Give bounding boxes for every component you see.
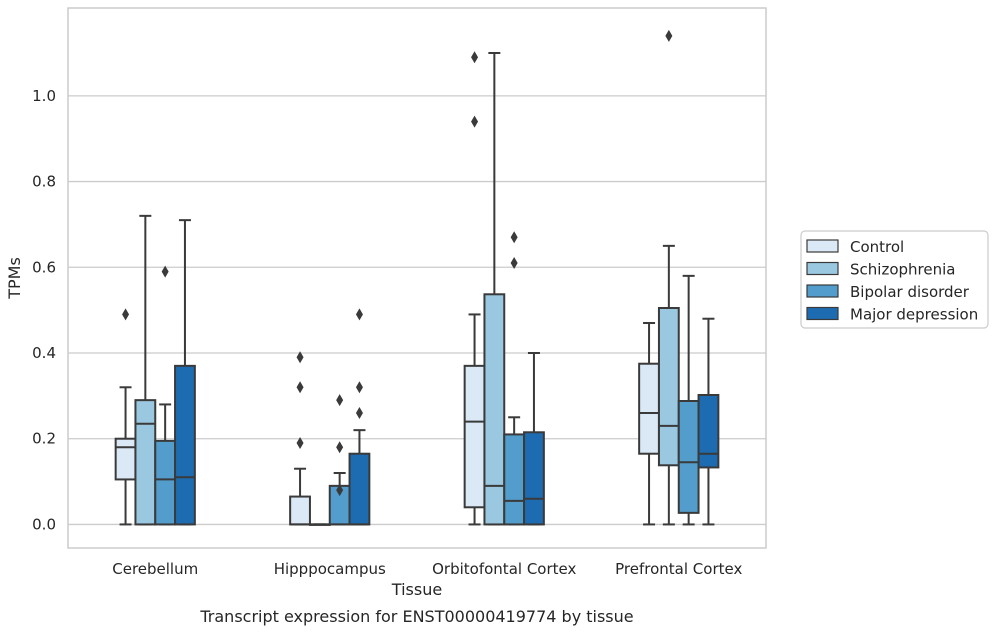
outlier-point (296, 381, 304, 394)
outlier-point (471, 51, 479, 64)
x-tick-label: Prefrontal Cortex (615, 560, 742, 578)
box-schizophrenia (134, 214, 157, 526)
x-tick-label: Cerebellum (112, 560, 198, 578)
y-tick-label: 1.0 (32, 87, 56, 105)
outlier-point (510, 231, 518, 244)
box-bipolar-disorder (503, 231, 526, 526)
box-body (134, 399, 157, 526)
y-axis-label: TPMs (5, 257, 24, 300)
box-bipolar-disorder (328, 394, 351, 526)
outlier-point (296, 351, 304, 364)
legend-label: Schizophrenia (850, 261, 955, 279)
box-control (463, 51, 486, 526)
outlier-point (296, 437, 304, 449)
box-body (657, 307, 680, 467)
outlier-point (336, 484, 344, 497)
y-tick-label: 0.0 (32, 515, 56, 533)
x-axis-ticks: Cerebellum Hipppocampus Orbitofontal Corte… (112, 560, 742, 578)
box-body (523, 431, 545, 526)
box-plot-series (114, 29, 720, 526)
box-body (348, 452, 371, 526)
box-schizophrenia (308, 523, 331, 526)
outlier-point (355, 308, 363, 321)
chart-title: Transcript expression for ENST0000041977… (199, 607, 633, 626)
legend-frame (800, 230, 989, 329)
legend-label: Major depression (850, 306, 978, 324)
plot-area-frame (67, 7, 767, 549)
outlier-point (161, 265, 169, 278)
legend-label: Bipolar disorder (850, 283, 970, 301)
box-major-depression (697, 317, 720, 526)
y-tick-label: 0.8 (32, 173, 56, 191)
box-bipolar-disorder (154, 265, 177, 526)
outlier-point (355, 381, 363, 394)
outlier-point (122, 308, 130, 321)
box-body (114, 437, 137, 481)
outlier-point (355, 407, 363, 419)
box-body (174, 364, 196, 526)
outlier-point (665, 29, 673, 42)
x-axis-label: Tissue (391, 580, 442, 599)
box-major-depression (348, 308, 371, 526)
box-major-depression (174, 219, 196, 526)
box-major-depression (523, 352, 545, 526)
y-axis-ticks: 0.0 0.2 0.4 0.6 0.8 1.0 (32, 87, 56, 534)
x-tick-label: Hipppocampus (274, 560, 386, 578)
box-body (503, 433, 526, 526)
x-tick-label: Orbitofontal Cortex (432, 560, 576, 578)
legend-swatch (806, 284, 839, 298)
box-body (289, 495, 311, 526)
box-body (483, 293, 506, 526)
box-body (463, 364, 486, 509)
legend-swatch (806, 261, 839, 276)
outlier-point (510, 257, 518, 269)
outlier-point (336, 394, 344, 407)
outlier-point (336, 441, 344, 454)
outlier-point (471, 115, 479, 128)
box-bipolar-disorder (677, 274, 700, 526)
legend: Control Schizophrenia Bipolar disorder Majo… (800, 230, 989, 329)
box-body (638, 362, 660, 455)
y-tick-label: 0.2 (32, 430, 56, 448)
legend-label: Control (850, 238, 904, 256)
y-tick-label: 0.6 (32, 258, 56, 276)
box-schizophrenia (657, 29, 680, 526)
legend-swatch (806, 306, 839, 321)
box-body (697, 394, 720, 469)
legend-swatch (806, 239, 839, 253)
box-control (114, 308, 137, 526)
box-schizophrenia (483, 52, 506, 526)
y-tick-label: 0.4 (32, 344, 56, 362)
box-control (289, 351, 311, 526)
box-body (154, 439, 177, 526)
box-body (677, 400, 700, 514)
